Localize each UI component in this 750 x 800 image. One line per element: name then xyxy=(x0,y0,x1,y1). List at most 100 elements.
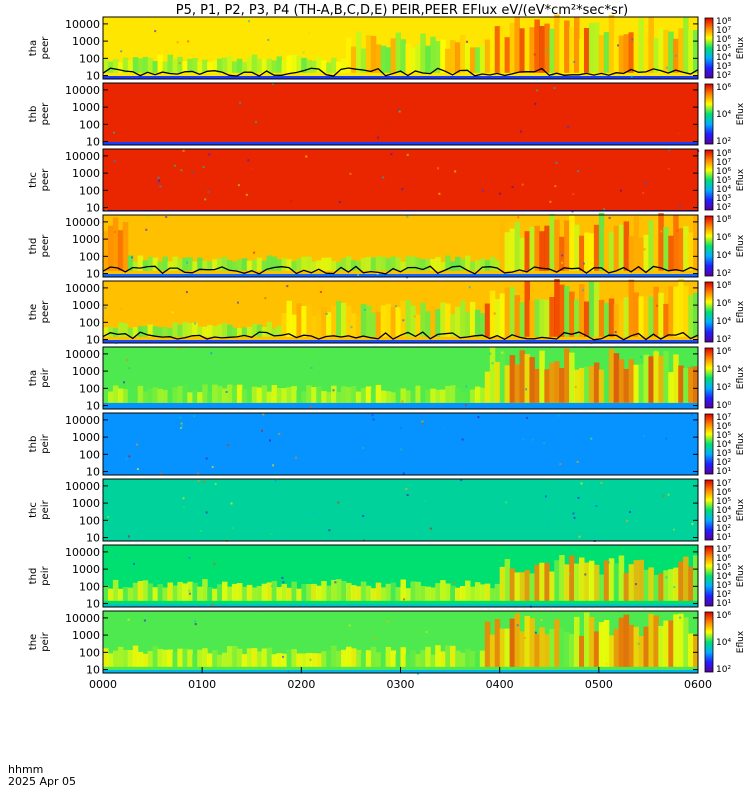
noise-dot xyxy=(540,619,543,621)
noise-dot xyxy=(665,437,668,440)
noise-dot xyxy=(531,438,534,441)
flux-column xyxy=(668,31,674,73)
noise-dot xyxy=(543,442,546,445)
flux-column xyxy=(544,369,550,403)
noise-dot xyxy=(520,130,522,133)
colorbar-tick-label: 10² xyxy=(716,665,731,675)
x-axis: 0000 0100 0200 0300 0400 0500 0600 xyxy=(89,667,712,691)
noise-dot xyxy=(665,576,668,579)
flux-column xyxy=(147,256,154,271)
colorbar-tick-label: 10³ xyxy=(716,194,731,204)
noise-dot xyxy=(199,530,202,532)
flux-column xyxy=(638,237,644,271)
flux-column xyxy=(465,43,471,73)
flux-column xyxy=(579,367,585,403)
flux-column xyxy=(534,564,540,601)
flux-column xyxy=(623,369,630,403)
flux-column xyxy=(162,390,168,403)
flux-column xyxy=(231,327,238,337)
flux-column xyxy=(331,57,337,73)
panel-frame xyxy=(102,214,699,278)
noise-dot xyxy=(590,437,593,440)
noise-dot xyxy=(302,51,305,54)
flux-column xyxy=(450,40,456,73)
noise-dot xyxy=(477,416,480,419)
flux-column xyxy=(489,347,496,403)
flux-column xyxy=(355,261,362,271)
flux-column xyxy=(688,29,694,73)
flux-column xyxy=(440,262,446,271)
flux-column xyxy=(683,16,689,73)
flux-column xyxy=(385,646,392,667)
flux-column xyxy=(445,645,451,667)
flux-column xyxy=(499,566,506,601)
flux-column xyxy=(549,297,555,337)
flux-column xyxy=(469,47,476,73)
y-tick-label: 1000 xyxy=(72,431,100,444)
noise-dot xyxy=(362,446,364,449)
noise-dot xyxy=(491,362,494,365)
noise-dot xyxy=(372,418,375,421)
flux-column xyxy=(564,348,570,403)
flux-column xyxy=(306,59,312,73)
figure-title: P5, P1, P2, P3, P4 (TH-A,B,C,D,E) PEIR,P… xyxy=(176,3,629,18)
flux-column xyxy=(301,57,307,73)
flux-column xyxy=(103,387,109,403)
flux-column xyxy=(559,23,565,73)
noise-dot xyxy=(437,167,440,170)
flux-column xyxy=(370,36,377,73)
flux-column xyxy=(222,322,228,337)
flux-column xyxy=(137,326,144,337)
flux-column xyxy=(450,314,456,337)
noise-dot xyxy=(194,620,197,623)
flux-column xyxy=(638,296,644,337)
flux-column xyxy=(346,37,352,73)
flux-column xyxy=(450,261,456,271)
flux-column xyxy=(445,255,451,271)
colorbar-tick-label: 10⁸ xyxy=(716,17,731,27)
noise-dot xyxy=(421,422,424,425)
flux-column xyxy=(177,581,183,601)
flux-column xyxy=(524,354,530,403)
noise-dot xyxy=(662,495,665,498)
flux-column xyxy=(281,388,287,403)
flux-column xyxy=(306,385,312,403)
noise-dot xyxy=(178,62,181,65)
noise-dot xyxy=(499,192,502,195)
flux-column xyxy=(405,390,411,403)
y-axis-label-species: peir xyxy=(40,367,51,387)
flux-column xyxy=(499,349,506,403)
x-tick-label: 0400 xyxy=(486,678,514,691)
flux-column xyxy=(638,18,644,73)
flux-column xyxy=(544,299,550,337)
noise-dot xyxy=(614,331,617,333)
colorbar-tick-label: 10⁴ xyxy=(716,317,731,327)
flux-column xyxy=(331,305,337,337)
flux-column xyxy=(405,588,411,601)
noise-dot xyxy=(553,87,556,90)
flux-column xyxy=(390,392,397,403)
flux-column xyxy=(127,327,134,337)
flux-column xyxy=(375,652,382,667)
flux-column xyxy=(108,391,114,403)
noise-dot xyxy=(188,592,191,595)
flux-column xyxy=(469,650,476,667)
flux-column xyxy=(474,260,481,271)
noise-dot xyxy=(230,502,233,505)
flux-column xyxy=(286,55,292,73)
flux-column xyxy=(375,311,382,337)
noise-dot xyxy=(133,562,135,565)
flux-column xyxy=(489,290,496,337)
flux-column xyxy=(336,262,342,271)
flux-column xyxy=(321,581,327,601)
noise-dot xyxy=(403,598,406,601)
flux-column xyxy=(529,573,535,601)
noise-dot xyxy=(116,539,119,542)
panel-frame xyxy=(102,478,699,542)
flux-column xyxy=(435,583,441,601)
flux-column xyxy=(539,562,545,601)
noise-dot xyxy=(340,652,342,655)
flux-column xyxy=(465,580,471,601)
flux-column xyxy=(147,57,154,73)
flux-column xyxy=(430,36,436,73)
